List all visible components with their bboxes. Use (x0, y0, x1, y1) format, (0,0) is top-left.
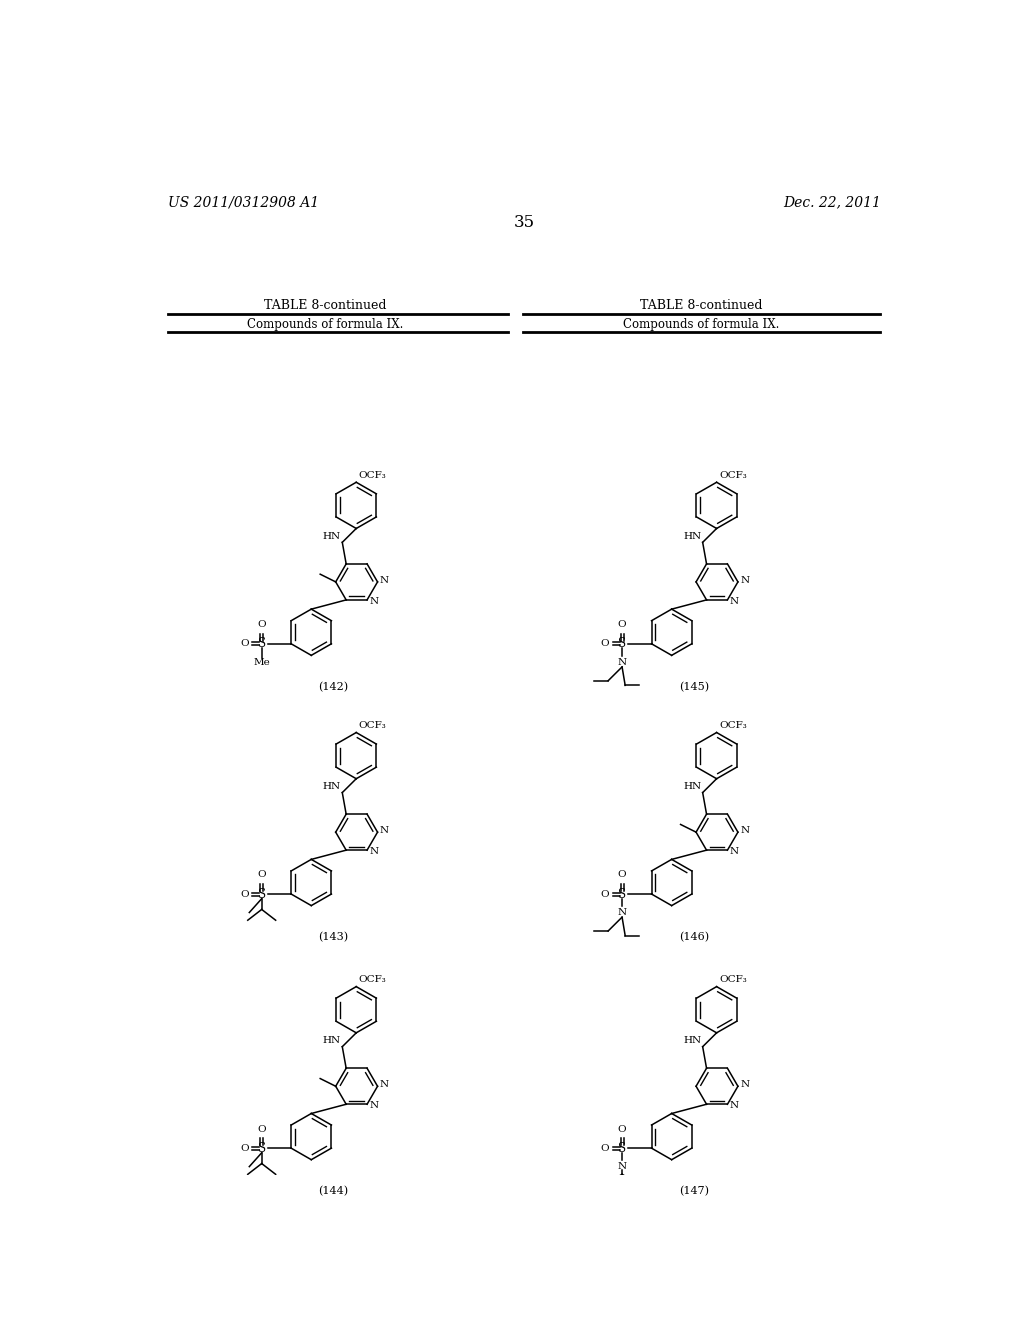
Text: OCF₃: OCF₃ (719, 721, 746, 730)
Text: Me: Me (253, 659, 270, 668)
Text: N: N (617, 657, 627, 667)
Text: N: N (370, 1101, 379, 1110)
Text: Dec. 22, 2011: Dec. 22, 2011 (783, 195, 882, 210)
Text: N: N (617, 1162, 627, 1171)
Text: S: S (258, 638, 266, 651)
Text: S: S (258, 887, 266, 900)
Text: O: O (240, 1143, 249, 1152)
Text: N: N (380, 826, 389, 836)
Text: O: O (257, 620, 266, 630)
Text: OCF₃: OCF₃ (358, 721, 386, 730)
Text: 35: 35 (514, 214, 536, 231)
Text: S: S (618, 638, 626, 651)
Text: N: N (730, 847, 739, 857)
Text: (142): (142) (318, 682, 348, 692)
Text: N: N (740, 576, 750, 585)
Text: O: O (617, 620, 627, 630)
Text: US 2011/0312908 A1: US 2011/0312908 A1 (168, 195, 319, 210)
Text: O: O (600, 890, 609, 899)
Text: S: S (618, 1142, 626, 1155)
Text: HN: HN (683, 532, 701, 541)
Text: (146): (146) (679, 932, 709, 942)
Text: HN: HN (323, 1036, 341, 1045)
Text: (143): (143) (318, 932, 348, 942)
Text: S: S (258, 1142, 266, 1155)
Text: TABLE 8-continued: TABLE 8-continued (640, 298, 763, 312)
Text: (147): (147) (679, 1187, 709, 1197)
Text: N: N (730, 1101, 739, 1110)
Text: O: O (617, 870, 627, 879)
Text: N: N (370, 847, 379, 857)
Text: N: N (617, 908, 627, 917)
Text: N: N (740, 1080, 750, 1089)
Text: N: N (740, 826, 750, 836)
Text: O: O (600, 639, 609, 648)
Text: OCF₃: OCF₃ (358, 471, 386, 480)
Text: OCF₃: OCF₃ (719, 471, 746, 480)
Text: N: N (380, 1080, 389, 1089)
Text: Compounds of formula IX.: Compounds of formula IX. (248, 318, 403, 331)
Text: O: O (617, 1125, 627, 1134)
Text: N: N (380, 576, 389, 585)
Text: TABLE 8-continued: TABLE 8-continued (264, 298, 387, 312)
Text: (145): (145) (679, 682, 709, 692)
Text: O: O (600, 1143, 609, 1152)
Text: OCF₃: OCF₃ (719, 975, 746, 985)
Text: O: O (240, 639, 249, 648)
Text: (144): (144) (318, 1187, 348, 1197)
Text: O: O (257, 1125, 266, 1134)
Text: OCF₃: OCF₃ (358, 975, 386, 985)
Text: O: O (257, 870, 266, 879)
Text: N: N (370, 597, 379, 606)
Text: O: O (240, 890, 249, 899)
Text: N: N (730, 597, 739, 606)
Text: HN: HN (323, 532, 341, 541)
Text: S: S (618, 887, 626, 900)
Text: HN: HN (683, 781, 701, 791)
Text: HN: HN (323, 781, 341, 791)
Text: Compounds of formula IX.: Compounds of formula IX. (624, 318, 779, 331)
Text: HN: HN (683, 1036, 701, 1045)
